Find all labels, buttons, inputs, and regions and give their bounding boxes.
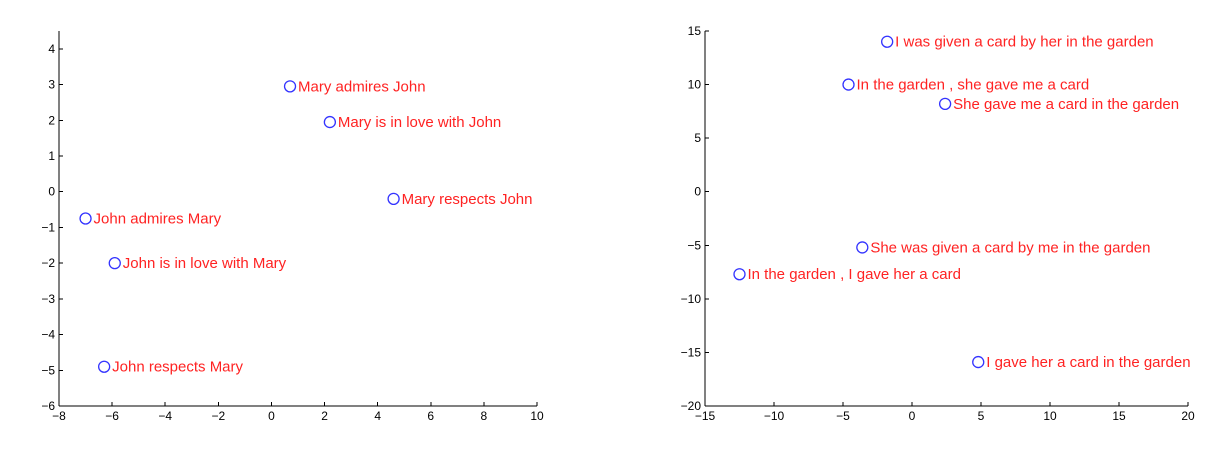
x-tick-label: −8 [52,409,66,423]
y-tick-label: −1 [41,220,55,234]
y-tick-label: 0 [48,185,55,199]
y-tick-label: 5 [694,131,701,145]
y-tick-label: 3 [48,78,55,92]
data-point-marker [733,268,746,281]
x-tick-label: −6 [105,409,119,423]
data-point-marker [881,35,894,48]
data-point-marker [79,212,92,225]
y-tick-label: 2 [48,113,55,127]
data-point-label: Mary is in love with John [338,114,501,131]
x-tick-label: 2 [321,409,328,423]
data-point-marker [387,192,400,206]
x-tick-label: −15 [695,409,716,423]
x-tick-label: −10 [764,409,785,423]
y-tick-label: 4 [48,42,55,56]
y-tick-label: 10 [688,78,702,92]
data-point-label: Mary admires John [298,78,426,95]
data-point-marker [108,256,121,270]
y-tick-label: 15 [688,24,702,38]
x-tick-label: −5 [836,409,850,423]
data-point-label: John is in love with Mary [123,255,287,272]
x-tick-label: 4 [374,409,381,423]
data-point-label: I was given a card by her in the garden [895,34,1153,51]
data-point-label: Mary respects John [402,191,533,208]
data-point-label: John respects Mary [112,359,243,376]
x-tick-label: 6 [427,409,434,423]
y-tick-label: −5 [41,363,55,377]
x-tick-label: 15 [1112,409,1126,423]
x-tick-label: 10 [1043,409,1057,423]
data-point-label: In the garden , I gave her a card [748,266,961,283]
x-tick-label: 5 [978,409,985,423]
y-tick-label: 1 [48,149,55,163]
data-point-marker [856,241,869,254]
data-point-marker [283,80,297,93]
y-tick-label: 0 [694,185,701,199]
x-tick-label: −2 [211,409,225,423]
y-tick-label: −5 [687,238,701,252]
data-point-label: In the garden , she gave me a card [857,77,1090,94]
x-tick-label: −4 [158,409,172,423]
data-point-marker [97,360,111,373]
x-tick-label: 0 [268,409,275,423]
y-tick-label: −6 [41,399,55,413]
data-point-marker [938,97,952,111]
y-tick-label: −2 [41,256,55,270]
y-tick-label: −4 [41,328,55,342]
x-tick-label: 0 [909,409,916,423]
data-point-marker [323,115,337,129]
y-tick-label: −15 [681,345,702,359]
data-point-label: I gave her a card in the garden [986,354,1190,371]
data-point-marker [972,355,985,369]
y-tick-label: −20 [681,399,702,413]
x-tick-label: 8 [481,409,488,423]
data-point-label: She was given a card by me in the garden [870,239,1150,256]
data-point-label: John admires Mary [94,211,222,228]
y-tick-label: −3 [41,292,55,306]
data-point-label: She gave me a card in the garden [953,96,1179,113]
x-tick-label: 10 [530,409,544,423]
y-tick-label: −10 [681,292,702,306]
x-tick-label: 20 [1181,409,1195,423]
data-point-marker [842,78,855,91]
